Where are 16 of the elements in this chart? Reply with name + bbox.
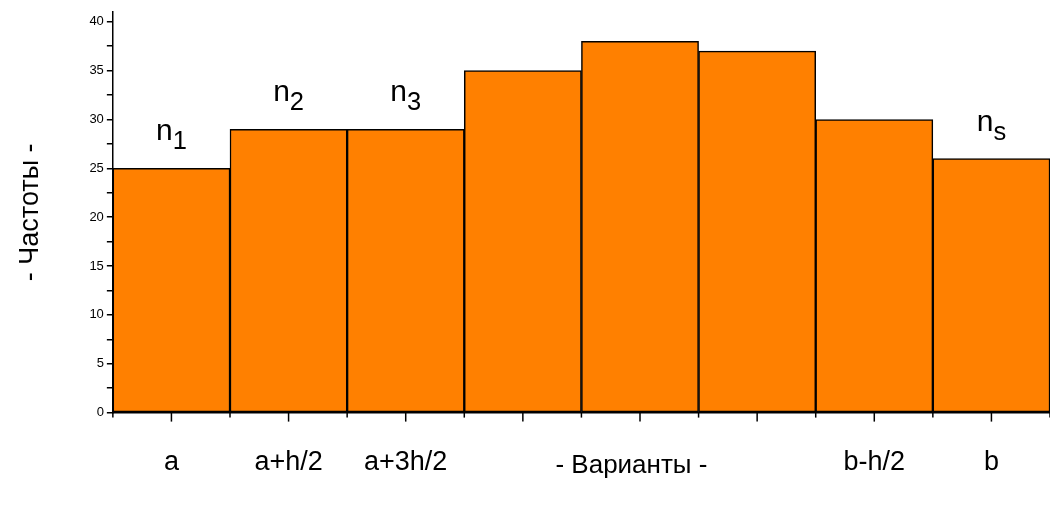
x-tick-label: b [983, 446, 999, 477]
y-tick-label: 30 [89, 111, 104, 127]
y-tick-label: 25 [89, 159, 104, 175]
y-tick-label: 35 [89, 62, 104, 78]
y-axis-title: - Частоты - [13, 143, 44, 282]
y-tick-label: 0 [96, 404, 104, 420]
y-tick-label: 5 [96, 355, 104, 371]
y-tick-label: 10 [89, 306, 104, 322]
x-axis-title: - Варианты - [555, 448, 708, 479]
x-tick-label: a+h/2 [254, 446, 323, 477]
x-tick-label: b-h/2 [843, 446, 906, 477]
x-tick-label: a+3h/2 [364, 446, 448, 477]
x-tick-label: a [163, 446, 180, 477]
y-tick-label: 15 [89, 257, 104, 273]
y-tick-label: 40 [89, 13, 104, 29]
y-tick-label: 20 [89, 208, 104, 224]
